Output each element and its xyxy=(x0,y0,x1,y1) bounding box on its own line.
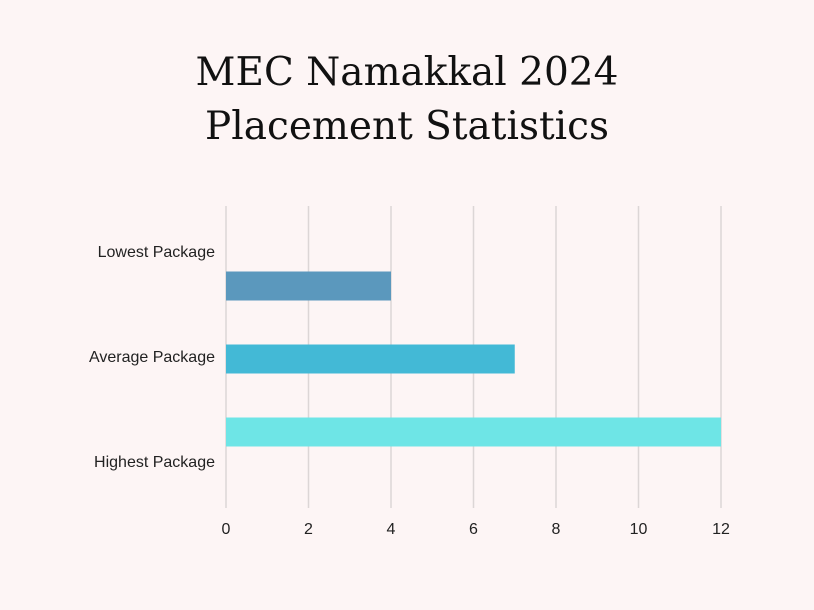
bar-highest-package xyxy=(226,417,721,447)
chart-title: MEC Namakkal 2024 Placement Statistics xyxy=(0,46,814,154)
chart-title-line-2: Placement Statistics xyxy=(205,104,609,149)
category-label: Lowest Package xyxy=(98,244,216,261)
x-tick-label: 0 xyxy=(222,521,231,538)
category-labels: Lowest Package Average Package Highest Pac… xyxy=(89,244,215,471)
category-label: Average Package xyxy=(89,349,215,366)
x-tick-label: 8 xyxy=(552,521,561,538)
bar-lowest-package xyxy=(226,271,391,301)
bar-average-package xyxy=(226,344,515,374)
chart-title-line-1: MEC Namakkal 2024 xyxy=(195,50,619,95)
x-tick-label: 10 xyxy=(630,521,648,538)
x-tick-label: 2 xyxy=(304,521,313,538)
bars xyxy=(226,271,721,447)
x-tick-label: 4 xyxy=(387,521,396,538)
category-label: Highest Package xyxy=(94,454,215,471)
x-tick-label: 6 xyxy=(469,521,478,538)
x-axis-tick-labels: 0 2 4 6 8 10 12 xyxy=(222,521,730,538)
x-tick-label: 12 xyxy=(712,521,730,538)
